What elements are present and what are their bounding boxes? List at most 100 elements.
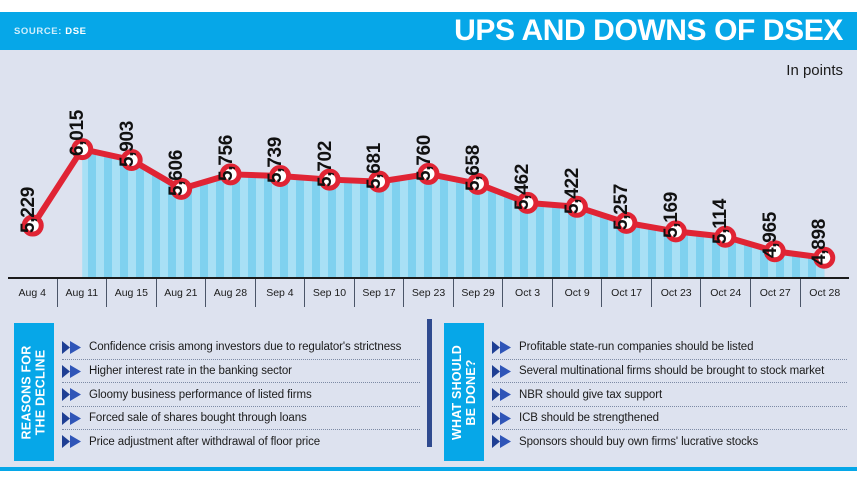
chart-value-label: 5,702 bbox=[314, 140, 336, 187]
chevron-right-icon bbox=[492, 340, 511, 354]
axis-tick-label: Aug 21 bbox=[157, 279, 207, 307]
footer-rule bbox=[0, 467, 857, 471]
panel-right-title: WHAT SHOULD BE DONE? bbox=[444, 323, 484, 461]
list-item: Higher interest rate in the banking sect… bbox=[62, 358, 420, 383]
chart-data-point bbox=[565, 195, 588, 218]
axis-tick-label: Oct 17 bbox=[602, 279, 652, 307]
list-item-label: ICB should be strengthened bbox=[519, 412, 659, 424]
chart-value-label: 5,114 bbox=[710, 198, 732, 244]
chart-data-point bbox=[21, 214, 44, 237]
chart-data-point bbox=[170, 177, 193, 200]
list-item: ICB should be strengthened bbox=[492, 405, 847, 430]
chart-data-point bbox=[763, 240, 786, 263]
axis-tick-label: Sep 10 bbox=[305, 279, 355, 307]
x-axis: Aug 4 Aug 11 Aug 15 Aug 21 Aug 28 Sep 4 Sep 10… bbox=[0, 277, 857, 313]
chart-data-point bbox=[120, 149, 143, 172]
chevron-right-icon bbox=[62, 340, 81, 354]
panel-left-bullet-list: Confidence crisis among investors due to… bbox=[54, 319, 430, 469]
list-item-label: Higher interest rate in the banking sect… bbox=[89, 365, 292, 377]
chevron-right-icon bbox=[62, 388, 81, 401]
list-item: NBR should give tax support bbox=[492, 382, 847, 406]
source-value: DSE bbox=[65, 25, 87, 37]
chart-value-label: 5,462 bbox=[512, 163, 534, 210]
chart-data-point bbox=[466, 172, 489, 195]
chart-value-label: 4,898 bbox=[809, 218, 831, 265]
chart-value-label: 5,658 bbox=[462, 144, 484, 191]
axis-tick-group: Aug 4 Aug 11 Aug 15 Aug 21 Aug 28 Sep 4 Sep 10… bbox=[8, 279, 849, 307]
panel-left-title-line2: THE DECLINE bbox=[33, 349, 47, 435]
list-item-label: Price adjustment after withdrawal of flo… bbox=[89, 435, 321, 448]
list-item: Confidence crisis among investors due to… bbox=[62, 335, 420, 359]
axis-tick-label: Oct 3 bbox=[503, 279, 553, 307]
chart-data-point bbox=[516, 191, 539, 214]
chart-value-label: 5,739 bbox=[265, 136, 287, 183]
list-item-label: Confidence crisis among investors due to… bbox=[89, 341, 402, 353]
axis-tick-label: Oct 24 bbox=[701, 279, 751, 307]
panel-left-title-line1: REASONS FOR bbox=[19, 345, 34, 439]
header-bar: SOURCE: DSE UPS AND DOWNS OF DSEX bbox=[0, 12, 857, 50]
axis-tick-label: Oct 27 bbox=[751, 279, 801, 307]
units-label: In points bbox=[786, 62, 843, 79]
chart-value-label: 5,903 bbox=[116, 120, 138, 168]
chart-value-label: 5,257 bbox=[611, 183, 633, 230]
list-item: Forced sale of shares bought through loa… bbox=[62, 405, 420, 430]
list-item-label: Sponsors should buy own firms' lucrative… bbox=[519, 435, 759, 448]
panel-right-title-line1: WHAT SHOULD bbox=[449, 344, 464, 440]
chart-data-point bbox=[368, 170, 391, 193]
axis-tick-label: Aug 15 bbox=[107, 279, 157, 307]
chart-value-label: 5,169 bbox=[660, 192, 682, 239]
panel-what-should-be-done: WHAT SHOULD BE DONE? Profitable state-ru… bbox=[430, 313, 857, 469]
axis-tick-label: Sep 4 bbox=[256, 279, 306, 307]
list-item-label: Several multinational firms should be br… bbox=[519, 365, 825, 377]
chart-value-label: 4,965 bbox=[759, 212, 781, 259]
list-item: Sponsors should buy own firms' lucrative… bbox=[492, 429, 847, 453]
chart-area: In points 5,229 6,015 5,903 5,606 5,756 5,739… bbox=[0, 50, 857, 313]
list-item: Price adjustment after withdrawal of flo… bbox=[62, 429, 420, 453]
chart-value-label: 5,756 bbox=[215, 135, 237, 182]
chart-value-label: 5,760 bbox=[413, 134, 435, 181]
chart-value-label: 5,422 bbox=[561, 167, 583, 214]
panel-right-title-line2: BE DONE? bbox=[463, 358, 478, 426]
list-item: Several multinational firms should be br… bbox=[492, 358, 847, 383]
panel-reasons-for-decline: REASONS FOR THE DECLINE Confidence crisi… bbox=[0, 313, 430, 469]
list-item-label: Profitable state-run companies should be… bbox=[519, 341, 754, 353]
chart-svg bbox=[21, 138, 836, 277]
chart-data-point bbox=[417, 162, 440, 185]
chevron-right-icon bbox=[492, 411, 511, 425]
page-title: UPS AND DOWNS OF DSEX bbox=[454, 14, 843, 47]
axis-tick-label: Aug 4 bbox=[8, 279, 58, 307]
line-chart-plot bbox=[0, 50, 857, 313]
chart-value-label: 5,606 bbox=[166, 149, 188, 196]
axis-tick-label: Oct 28 bbox=[809, 287, 841, 299]
list-item-label: Gloomy business performance of listed fi… bbox=[89, 388, 312, 401]
chevron-right-icon bbox=[492, 388, 511, 401]
panel-left-title: REASONS FOR THE DECLINE bbox=[14, 323, 54, 461]
chart-data-point bbox=[318, 168, 341, 191]
axis-tick-label: Aug 28 bbox=[206, 279, 256, 307]
panel-right-bullet-list: Profitable state-run companies should be… bbox=[484, 319, 857, 469]
chevron-right-icon bbox=[62, 435, 81, 448]
chart-data-point bbox=[664, 220, 687, 243]
list-item: Profitable state-run companies should be… bbox=[492, 335, 847, 359]
chart-data-point bbox=[71, 138, 94, 161]
chart-data-point bbox=[615, 211, 638, 234]
axis-tick-label: Aug 11 bbox=[58, 279, 108, 307]
panel-divider bbox=[427, 319, 432, 447]
axis-tick-label: Sep 29 bbox=[454, 279, 504, 307]
chevron-right-icon bbox=[62, 364, 81, 378]
chart-area-fill bbox=[82, 149, 825, 277]
chevron-right-icon bbox=[492, 364, 511, 378]
chart-value-label: 5,681 bbox=[364, 142, 386, 189]
axis-baseline bbox=[8, 277, 849, 279]
source-credit: SOURCE: DSE bbox=[0, 26, 87, 37]
chart-value-label: 6,015 bbox=[67, 110, 89, 157]
chevron-right-icon bbox=[492, 435, 511, 448]
source-label: SOURCE: bbox=[14, 25, 63, 37]
axis-tick-label: Oct 23 bbox=[652, 279, 702, 307]
chart-data-point bbox=[219, 163, 242, 186]
list-item: Gloomy business performance of listed fi… bbox=[62, 382, 420, 406]
chart-data-point bbox=[269, 164, 292, 187]
chart-data-point bbox=[714, 225, 737, 248]
chart-value-label: 5,229 bbox=[17, 186, 39, 233]
